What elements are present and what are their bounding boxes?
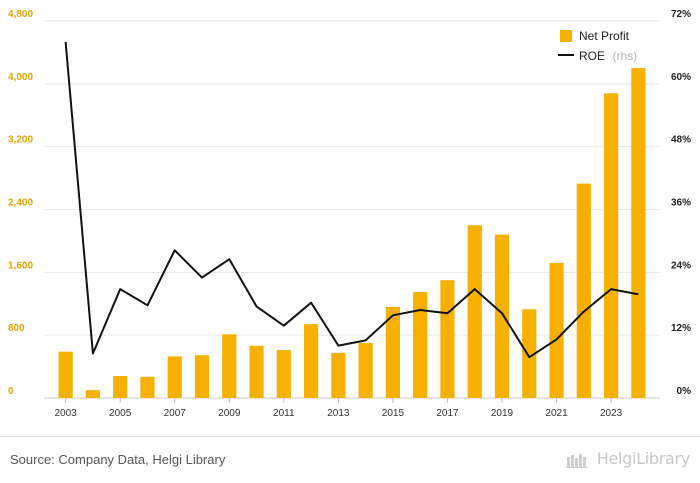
x-tick-label: 2017 bbox=[436, 408, 459, 419]
bar-net-profit-2021 bbox=[549, 262, 564, 398]
bar-net-profit-2005 bbox=[113, 376, 128, 398]
footer-divider bbox=[0, 436, 700, 437]
bar-net-profit-2014 bbox=[358, 343, 373, 398]
x-tick-label: 2015 bbox=[382, 408, 405, 419]
y-right-tick-label: 72% bbox=[671, 9, 691, 20]
y-right-tick-label: 24% bbox=[671, 260, 691, 271]
x-tick-label: 2023 bbox=[600, 408, 623, 419]
combo-chart: 0 800 1,600 2,400 3,200 4,000 4,800 0% 12% 24% 36… bbox=[8, 9, 691, 419]
line-roe bbox=[64, 41, 639, 359]
bar-net-profit-2004 bbox=[85, 390, 100, 398]
bar-net-profit-2007 bbox=[167, 356, 182, 398]
y-right-tick-label: 12% bbox=[671, 323, 691, 334]
bar-net-profit-2006 bbox=[140, 376, 155, 398]
y-left-tick-label: 4,000 bbox=[8, 72, 33, 83]
y-right-tick-label: 48% bbox=[671, 135, 691, 146]
bar-net-profit-2013 bbox=[331, 352, 346, 398]
x-tick-label: 2005 bbox=[109, 408, 132, 419]
y-left-tick-label: 2,400 bbox=[8, 198, 33, 209]
x-tick-label: 2003 bbox=[55, 408, 78, 419]
y-right-tick-label: 36% bbox=[671, 198, 691, 209]
bar-net-profit-2020 bbox=[522, 309, 537, 398]
x-axis: 2003 2005 2007 2009 2011 2013 2015 2017 2019 2021… bbox=[55, 398, 623, 419]
x-tick-label: 2007 bbox=[164, 408, 187, 419]
x-tick-label: 2021 bbox=[545, 408, 568, 419]
x-tick-label: 2013 bbox=[327, 408, 350, 419]
legend-label-roe: ROE (rhs) bbox=[579, 47, 637, 64]
y-left-tick-label: 3,200 bbox=[8, 135, 33, 146]
y-left-tick-label: 4,800 bbox=[8, 9, 33, 20]
bar-net-profit-2022 bbox=[576, 183, 591, 398]
legend-label-net-profit: Net Profit bbox=[579, 29, 630, 43]
y-right-tick-label: 0% bbox=[677, 386, 692, 397]
x-tick-label: 2009 bbox=[218, 408, 241, 419]
y-left-tick-label: 0 bbox=[8, 386, 14, 397]
source-note: Source: Company Data, Helgi Library bbox=[10, 452, 226, 467]
bar-net-profit-2011 bbox=[276, 350, 291, 398]
bar-net-profit-2016 bbox=[413, 291, 428, 398]
legend: Net Profit ROE (rhs) bbox=[558, 29, 637, 64]
brand-name: HelgiLibrary bbox=[596, 449, 691, 468]
bar-series bbox=[58, 68, 646, 398]
y-left-tick-label: 1,600 bbox=[8, 260, 33, 271]
bar-net-profit-2023 bbox=[604, 93, 619, 398]
bar-net-profit-2009 bbox=[222, 334, 237, 398]
y-axis-left: 0 800 1,600 2,400 3,200 4,000 4,800 bbox=[8, 9, 33, 397]
bar-net-profit-2018 bbox=[467, 225, 482, 398]
bar-net-profit-2015 bbox=[385, 306, 400, 398]
legend-swatch-net-profit bbox=[560, 30, 572, 42]
bar-net-profit-2024 bbox=[631, 68, 646, 398]
bar-net-profit-2012 bbox=[304, 324, 319, 398]
bar-net-profit-2010 bbox=[249, 345, 264, 398]
bar-net-profit-2017 bbox=[440, 280, 455, 398]
line-series bbox=[64, 41, 639, 359]
library-icon bbox=[565, 453, 588, 468]
y-left-tick-label: 800 bbox=[8, 323, 25, 334]
x-tick-label: 2011 bbox=[273, 408, 295, 419]
bar-net-profit-2019 bbox=[494, 234, 510, 398]
y-axis-right: 0% 12% 24% 36% 48% 60% 72% bbox=[671, 9, 691, 397]
gridlines bbox=[44, 20, 660, 399]
x-tick-label: 2019 bbox=[491, 408, 514, 419]
brand-logo: HelgiLibrary bbox=[565, 449, 691, 468]
bar-net-profit-2008 bbox=[194, 355, 210, 398]
bar-net-profit-2003 bbox=[58, 351, 73, 398]
y-right-tick-label: 60% bbox=[671, 72, 691, 83]
